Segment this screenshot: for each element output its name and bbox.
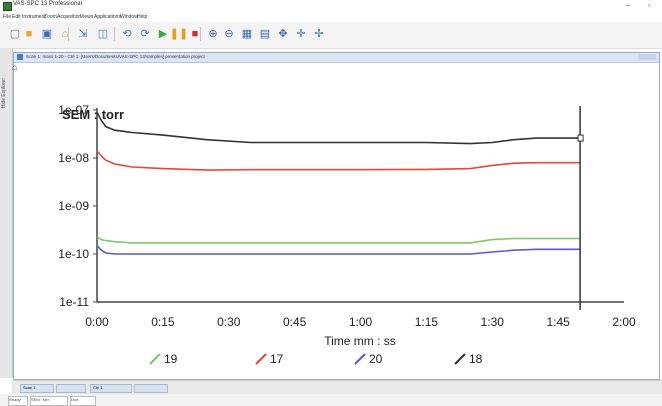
document-title-bar: Scan 1: mass 1-20 - Ctrl 1: [Users/Docum… xyxy=(14,53,659,63)
x-tick-label: 0:30 xyxy=(217,315,241,329)
refresh-icon[interactable]: ⟳ xyxy=(140,27,150,40)
legend-label-17: 17 xyxy=(270,352,284,366)
x-tick-label: 1:00 xyxy=(349,315,373,329)
menu-applications[interactable]: Applications xyxy=(94,14,121,20)
layout-icon[interactable]: ▤ xyxy=(259,27,271,40)
status-tab-sem[interactable]: SEM : torr xyxy=(30,396,68,406)
chart-series xyxy=(96,106,584,310)
pause-icon[interactable]: ❚❚ xyxy=(169,27,189,40)
x-tick-label: 0:00 xyxy=(85,315,109,329)
series-line-19 xyxy=(96,235,581,244)
explorer-strip[interactable]: Hide Explorer xyxy=(0,48,13,378)
status-tab-ready[interactable]: Ready xyxy=(8,396,28,406)
toolbar-separator xyxy=(114,27,115,41)
menu-file[interactable]: File xyxy=(3,14,12,20)
legend-swatch-19 xyxy=(149,353,161,365)
y-tick-label: 1e-07 xyxy=(58,103,89,117)
menu-zoom[interactable]: Zoom xyxy=(44,14,57,20)
status-tab-live[interactable]: Live xyxy=(70,396,96,406)
toolbar-separator xyxy=(68,27,69,41)
minimize-button[interactable]: – xyxy=(626,1,631,10)
home-icon[interactable]: ⌂ xyxy=(12,62,18,72)
menu-acquisition[interactable]: Acquisition xyxy=(57,14,82,20)
zoom-in-icon[interactable]: ⊕ xyxy=(208,27,218,40)
new-file-icon[interactable]: ▢ xyxy=(9,27,21,40)
menu-instrument[interactable]: Instrument xyxy=(22,14,46,20)
menu-bar: File Edit Instrument Zoom Acquisition Vi… xyxy=(0,12,662,22)
legend-swatch-18 xyxy=(454,353,466,365)
document-icon xyxy=(17,54,23,60)
legend-label-20: 20 xyxy=(369,352,383,366)
pan-icon[interactable]: ✛ xyxy=(296,27,306,40)
stop-icon[interactable]: ■ xyxy=(191,27,199,40)
y-tick-label: 1e-09 xyxy=(58,199,89,213)
play-icon[interactable]: ▶ xyxy=(158,27,168,40)
x-tick-label: 1:45 xyxy=(546,315,570,329)
series-line-18 xyxy=(96,111,581,145)
open-folder-icon[interactable]: ■ xyxy=(25,27,33,40)
bottom-tab-controls[interactable] xyxy=(56,384,86,393)
grid-icon[interactable]: ▦ xyxy=(241,27,253,40)
menu-help[interactable]: Help xyxy=(137,14,148,20)
x-tick-label: 2:00 xyxy=(612,315,636,329)
legend-swatch-20 xyxy=(354,353,366,365)
series-line-17 xyxy=(96,150,581,171)
toolbar-separator xyxy=(200,27,201,41)
export-icon[interactable]: ⇲ xyxy=(78,27,88,40)
series-line-20 xyxy=(96,244,581,255)
cursor-marker xyxy=(577,134,584,142)
x-tick-label: 1:30 xyxy=(481,315,505,329)
bottom-tab-options[interactable] xyxy=(134,384,168,393)
x-tick-label: 0:45 xyxy=(283,315,307,329)
document-window-controls[interactable] xyxy=(638,54,656,60)
y-tick-label: 1e-10 xyxy=(58,247,89,261)
zoom-out-icon[interactable]: ⊖ xyxy=(224,27,234,40)
status-bar: Ready SEM : torr Live xyxy=(0,394,662,406)
save-icon[interactable]: ▣ xyxy=(41,27,53,40)
legend-label-18: 18 xyxy=(469,352,483,366)
menu-views[interactable]: Views xyxy=(80,14,94,20)
sync-icon[interactable]: ⟲ xyxy=(122,27,132,40)
x-tick-label: 1:15 xyxy=(415,315,439,329)
chart-legend: 19 17 20 18 xyxy=(149,352,483,366)
y-tick-label: 1e-08 xyxy=(58,151,89,165)
maximize-button[interactable]: ▫ xyxy=(648,1,651,10)
toolbar: ▢ ■ ▣ ⌂ ⇲ ◫ ⟲ ⟳ ▶ ❚❚ ■ ⊕ ⊖ ▦ ▤ ✥ ✛ ✢ xyxy=(0,22,662,49)
x-tick-label: 0:15 xyxy=(151,315,175,329)
chart-title: SEM : torr xyxy=(62,107,124,122)
document-title: Scan 1: mass 1-20 - Ctrl 1: [Users/Docum… xyxy=(26,54,205,59)
app-title: VAS-SPC 13 Professional xyxy=(13,1,82,7)
y-tick-label: 1e-11 xyxy=(59,295,89,309)
menu-edit[interactable]: Edit xyxy=(12,14,21,20)
document-window: Scan 1: mass 1-20 - Ctrl 1: [Users/Docum… xyxy=(13,52,660,380)
legend-label-19: 19 xyxy=(164,352,178,366)
chart-axes: 1e-07 1e-08 1e-09 1e-10 1e-11 0:00 0:15 0:30 0:4… xyxy=(58,103,636,329)
title-bar: VAS-SPC 13 Professional – ▫ xyxy=(0,0,662,12)
app-icon xyxy=(3,2,12,11)
print-icon[interactable]: ⌂ xyxy=(61,27,69,40)
bottom-tab-scan[interactable]: Scan 1 xyxy=(20,384,54,393)
bottom-tab-ctrl[interactable]: Ctrl 1 xyxy=(90,384,132,393)
cursor-icon[interactable]: ✢ xyxy=(314,27,324,40)
menu-window[interactable]: Window xyxy=(120,14,138,20)
bottom-panel-bar: Scan 1 Ctrl 1 xyxy=(12,380,662,394)
x-axis-label: Time mm : ss xyxy=(324,334,396,348)
legend-swatch-17 xyxy=(255,353,267,365)
window-icon[interactable]: ◫ xyxy=(97,27,109,40)
move-icon[interactable]: ✥ xyxy=(278,27,288,40)
